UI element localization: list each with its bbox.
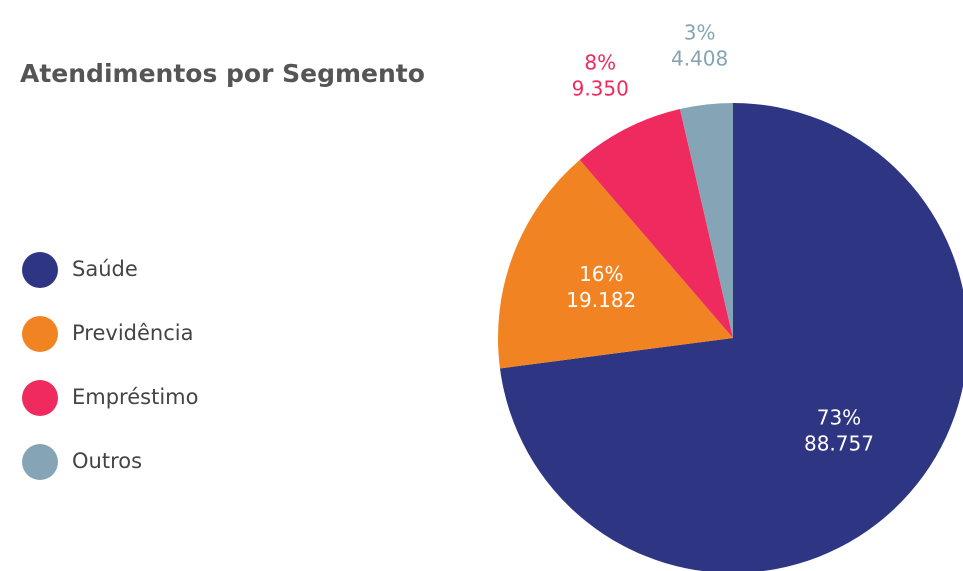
value-label: 88.757 bbox=[804, 432, 874, 456]
legend-marker bbox=[22, 252, 58, 288]
pie-slice bbox=[498, 159, 733, 369]
pie-slice bbox=[579, 109, 733, 338]
legend-label: Saúde bbox=[72, 257, 138, 281]
percent-label: 3% bbox=[684, 21, 716, 45]
value-label: 4.408 bbox=[671, 47, 728, 71]
legend-label: Empréstimo bbox=[72, 385, 198, 409]
legend-marker bbox=[22, 380, 58, 416]
legend-label: Outros bbox=[72, 449, 142, 473]
chart-title: Atendimentos por Segmento bbox=[20, 59, 425, 88]
value-label: 19.182 bbox=[566, 288, 636, 312]
legend-label: Previdência bbox=[72, 321, 193, 345]
percent-label: 16% bbox=[579, 262, 623, 286]
pie-slice bbox=[499, 103, 963, 571]
percent-label: 73% bbox=[817, 406, 861, 430]
percent-label: 8% bbox=[584, 50, 616, 74]
value-label: 9.350 bbox=[572, 76, 629, 100]
legend-marker bbox=[22, 316, 58, 352]
pie-slice bbox=[679, 103, 733, 338]
legend-marker bbox=[22, 444, 58, 480]
